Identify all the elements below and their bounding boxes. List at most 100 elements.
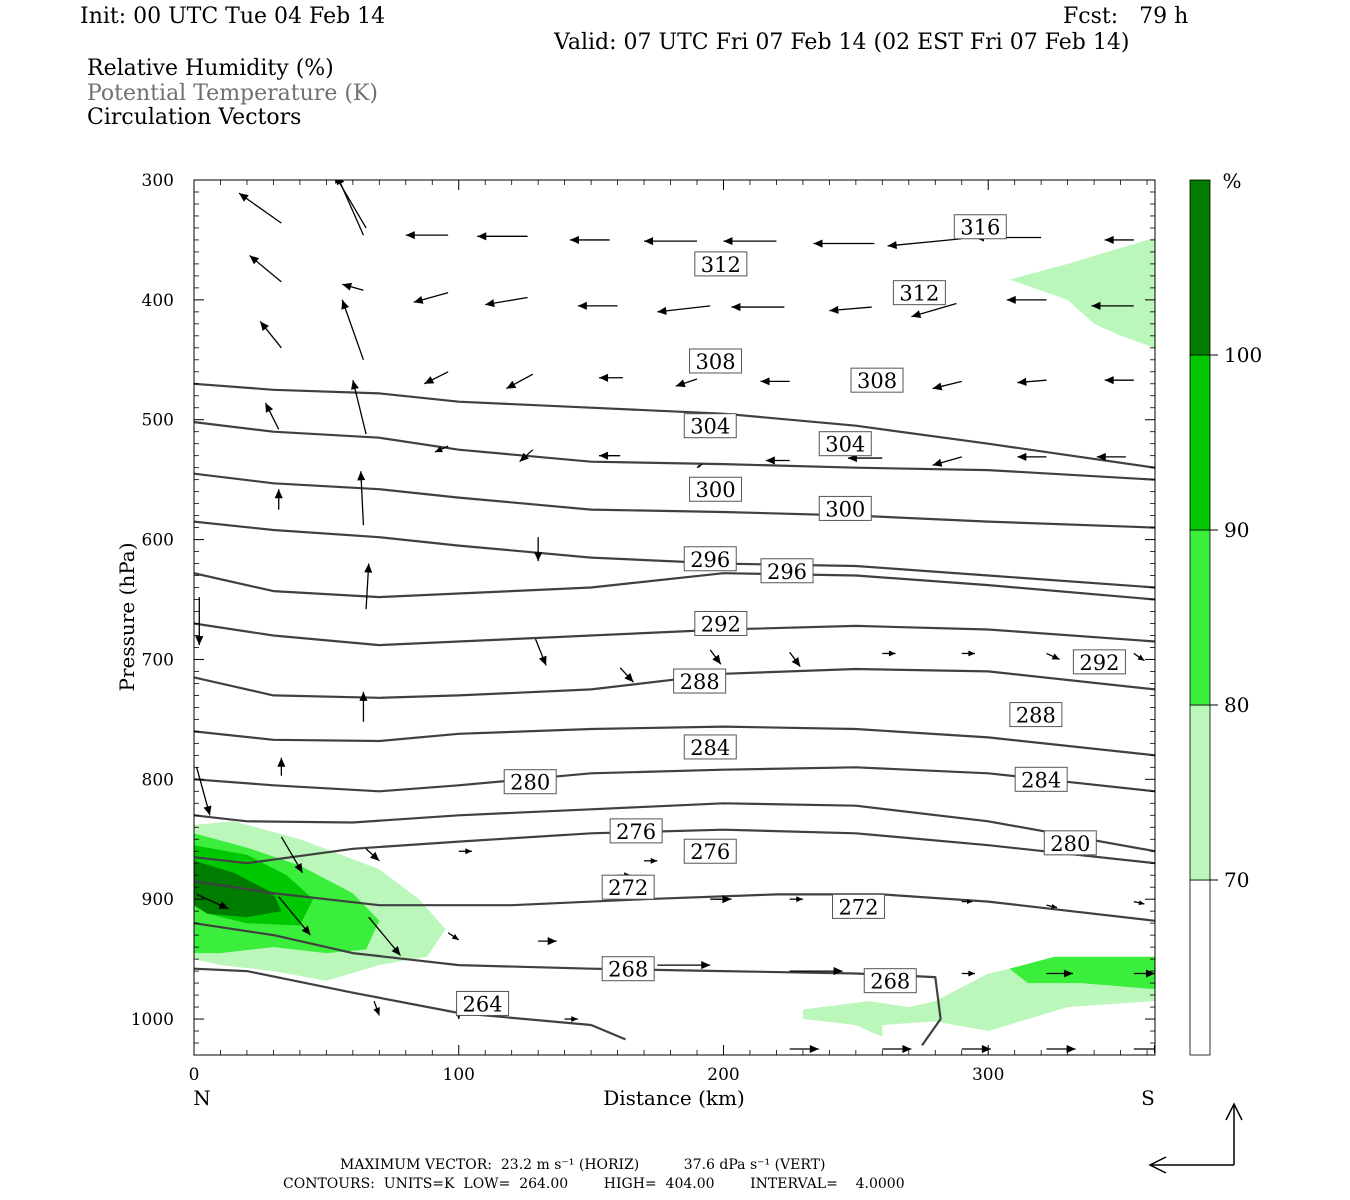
circulation-vector-31 [534, 638, 547, 666]
circulation-vector-85 [644, 857, 658, 864]
circulation-vector-77 [1133, 652, 1145, 662]
theta-label-8: 300 [818, 495, 872, 521]
y-tick-label: 400 [142, 291, 174, 311]
field-label-vectors: Circulation Vectors [87, 105, 302, 130]
circulation-vector-32 [569, 235, 610, 244]
circulation-vector-71 [789, 1044, 819, 1054]
circulation-vector-15 [196, 767, 212, 816]
theta-label-text: 276 [690, 840, 730, 864]
theta-label-text: 284 [1021, 768, 1061, 792]
circulation-vector-73 [961, 1044, 991, 1054]
theta-label-text: 288 [1016, 704, 1056, 728]
theta-contour-300 [194, 572, 1155, 601]
circulation-vector-44 [696, 463, 703, 469]
circulation-vector-9 [357, 471, 366, 526]
circulation-vector-10 [274, 489, 283, 510]
legend-horizontal-arrowhead [1148, 1156, 1167, 1174]
theta-label-22: 272 [831, 893, 885, 919]
circulation-vector-3 [336, 180, 365, 236]
theta-label-text: 296 [767, 560, 807, 584]
circulation-vector-21 [447, 932, 460, 941]
max-vector-note: MAXIMUM VECTOR: 23.2 m s⁻¹ (HORIZ) 37.6 … [340, 1157, 826, 1173]
y-tick-label: 900 [142, 890, 174, 910]
theta-label-0: 316 [953, 214, 1007, 240]
circulation-vector-78 [961, 650, 975, 657]
axes: 300 400 500 600 700 800 900 1000 0 100 200 300 [131, 171, 1155, 1085]
theta-label-18: 280 [1043, 830, 1097, 856]
theta-label-text: 276 [616, 820, 656, 844]
circulation-vector-52 [932, 456, 962, 467]
circulation-vector-41 [731, 303, 785, 312]
theta-label-6: 304 [818, 431, 872, 457]
valid-time: Valid: 07 UTC Fri 07 Feb 14 (02 EST Fri … [554, 30, 1130, 55]
circulation-vector-72 [882, 1044, 912, 1054]
theta-label-12: 292 [1072, 649, 1126, 675]
theta-label-14: 288 [1009, 702, 1063, 728]
x-tick-label: 0 [189, 1065, 200, 1085]
circulation-vector-11 [364, 563, 373, 610]
circulation-vector-39 [675, 378, 698, 388]
theta-label-text: 268 [870, 970, 910, 994]
circulation-vector-7 [351, 380, 367, 435]
circulation-vector-48 [829, 305, 872, 314]
theta-label-15: 284 [683, 734, 737, 760]
circulation-vectors [195, 180, 1155, 1054]
circulation-vector-28 [506, 373, 534, 390]
init-time: Init: 00 UTC Tue 04 Feb 14 [80, 4, 386, 29]
colorbar-swatch-4 [1189, 179, 1211, 356]
theta-contour-316 [194, 382, 1155, 469]
y-tick-label: 300 [142, 171, 174, 191]
colorbar-level-label: 80 [1224, 693, 1249, 717]
colorbar-swatch-2 [1189, 529, 1211, 706]
circulation-vector-12 [359, 691, 368, 722]
circulation-vector-35 [599, 451, 621, 460]
x-end-label-south: S [1141, 1086, 1155, 1110]
legend-vector-arrows [1148, 1102, 1243, 1174]
colorbar-swatch-3 [1189, 354, 1211, 531]
circulation-vector-25 [434, 445, 449, 453]
circulation-vector-50 [911, 302, 957, 319]
circulation-vector-37 [644, 237, 698, 246]
circulation-vector-18 [196, 893, 229, 910]
theta-label-21: 272 [601, 874, 655, 900]
circulation-vector-62 [538, 937, 557, 946]
theta-contour-264 [194, 967, 626, 1041]
theta-label-text: 304 [825, 433, 865, 457]
theta-label-text: 300 [695, 478, 735, 502]
theta-label-text: 272 [608, 876, 648, 900]
circulation-vector-67 [789, 896, 803, 903]
circulation-vector-38 [657, 305, 711, 315]
y-tick-label: 1000 [131, 1010, 174, 1030]
theta-label-7: 300 [689, 476, 743, 502]
theta-label-23: 268 [601, 956, 655, 982]
circulation-vector-46 [789, 651, 801, 668]
circulation-vector-5 [341, 299, 365, 361]
colorbar-swatch-0 [1189, 879, 1211, 1056]
y-tick-label: 700 [142, 650, 174, 670]
theta-label-4: 308 [850, 367, 904, 393]
theta-label-11: 292 [694, 610, 748, 636]
rh-colorbar: 70 80 90 100 [1189, 179, 1262, 1056]
theta-label-10: 296 [760, 558, 814, 584]
circulation-vector-27 [485, 296, 528, 308]
x-end-label-north: N [193, 1086, 211, 1110]
circulation-vector-55 [1017, 377, 1047, 386]
circulation-vector-20 [368, 916, 401, 956]
circulation-vector-86 [458, 848, 472, 855]
circulation-vector-88 [373, 1000, 380, 1016]
theta-label-25: 264 [456, 990, 510, 1016]
theta-label-text: 308 [857, 369, 897, 393]
theta-label-2: 312 [892, 280, 946, 306]
x-tick-label: 200 [707, 1065, 739, 1085]
theta-contour-296 [194, 622, 1155, 647]
circulation-vector-80 [1046, 903, 1058, 909]
field-label-rh: Relative Humidity (%) [87, 56, 334, 81]
field-label-theta: Potential Temperature (K) [87, 81, 378, 106]
circulation-vector-81 [1133, 900, 1145, 906]
theta-label-16: 284 [1014, 766, 1068, 792]
colorbar-level-label: 70 [1224, 868, 1249, 892]
circulation-vector-47 [813, 239, 875, 248]
circulation-vector-57 [1104, 235, 1134, 244]
theta-contour-288 [194, 725, 1155, 757]
